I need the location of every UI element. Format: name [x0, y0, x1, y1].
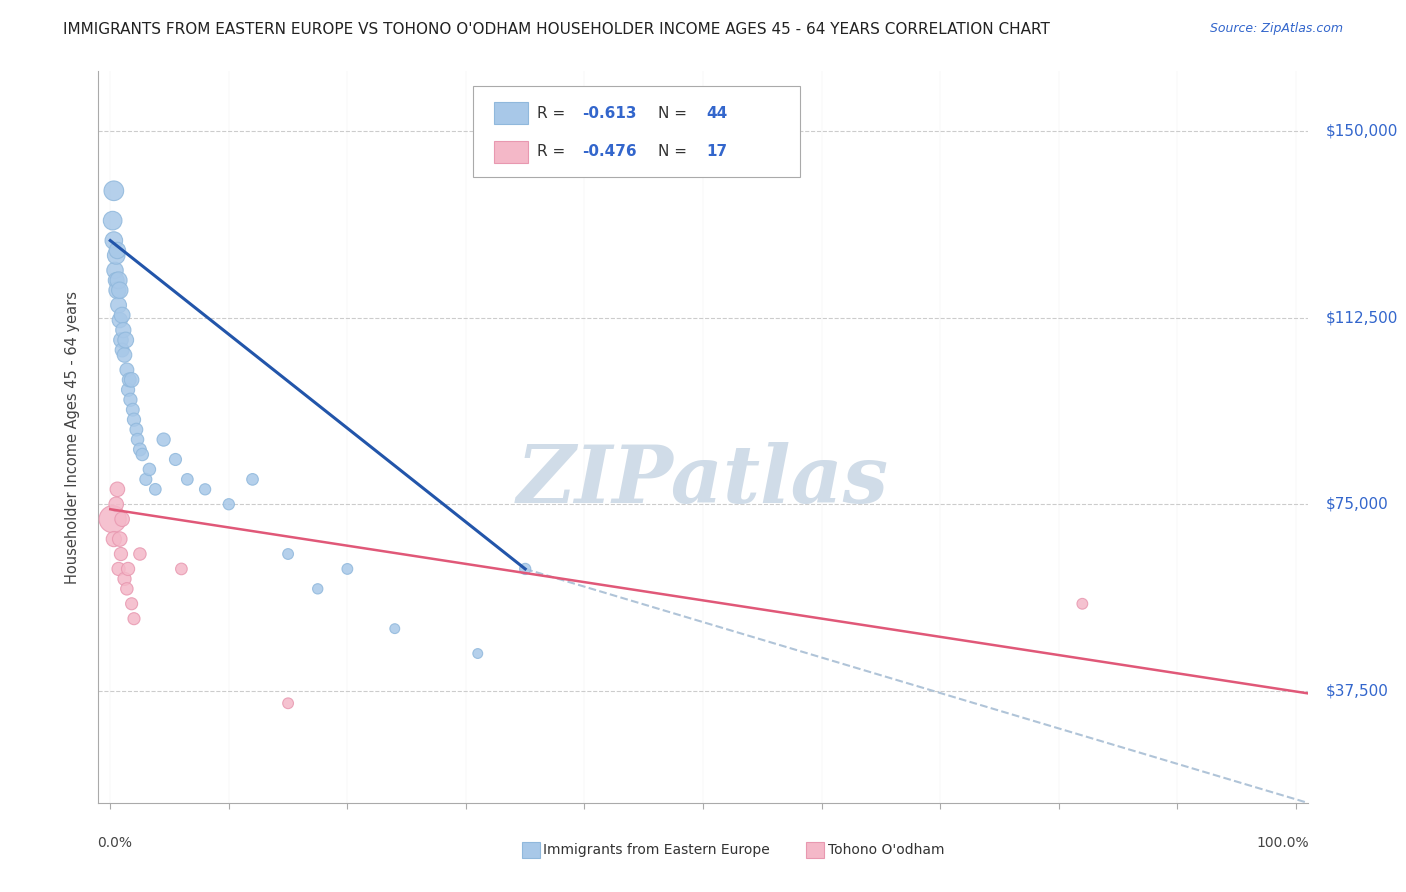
Point: [122, 612, 145, 626]
Y-axis label: Householder Income Ages 45 - 64 years: Householder Income Ages 45 - 64 years: [65, 291, 80, 583]
Text: $37,500: $37,500: [1326, 683, 1389, 698]
Point: [110, 547, 132, 561]
Point: [176, 472, 198, 486]
Point: [108, 532, 131, 546]
Point: [110, 333, 132, 347]
Point: [384, 622, 406, 636]
Point: [105, 283, 128, 297]
Point: [101, 213, 124, 227]
Point: [111, 512, 134, 526]
Text: ZIPatlas: ZIPatlas: [517, 442, 889, 520]
Point: [101, 512, 124, 526]
Bar: [494, 141, 527, 163]
Point: [121, 597, 143, 611]
Point: [112, 323, 135, 337]
Point: [105, 244, 128, 258]
Point: [515, 562, 537, 576]
Text: R =: R =: [537, 145, 571, 160]
Point: [194, 483, 217, 497]
Point: [122, 412, 145, 426]
Point: [307, 582, 329, 596]
Text: N =: N =: [658, 105, 692, 120]
Point: [121, 373, 143, 387]
Text: Immigrants from Eastern Europe: Immigrants from Eastern Europe: [543, 843, 770, 857]
Point: [107, 298, 129, 312]
Point: [104, 263, 127, 277]
Point: [127, 433, 149, 447]
Point: [111, 308, 134, 322]
Text: Source: ZipAtlas.com: Source: ZipAtlas.com: [1209, 22, 1343, 36]
Point: [129, 547, 152, 561]
Text: R =: R =: [537, 105, 571, 120]
Bar: [806, 842, 824, 858]
Point: [129, 442, 152, 457]
Point: [103, 532, 125, 546]
Text: N =: N =: [658, 145, 692, 160]
Point: [277, 696, 299, 710]
Point: [120, 392, 142, 407]
Point: [107, 562, 129, 576]
Point: [103, 184, 125, 198]
Text: 44: 44: [707, 105, 728, 120]
Point: [138, 462, 160, 476]
Text: -0.476: -0.476: [582, 145, 637, 160]
Text: Tohono O'odham: Tohono O'odham: [828, 843, 943, 857]
Text: $112,500: $112,500: [1326, 310, 1398, 326]
Point: [117, 383, 139, 397]
Bar: [494, 102, 527, 124]
Point: [121, 402, 143, 417]
Point: [108, 283, 131, 297]
Text: 0.0%: 0.0%: [97, 836, 132, 850]
Point: [105, 497, 128, 511]
Point: [114, 348, 136, 362]
Text: IMMIGRANTS FROM EASTERN EUROPE VS TOHONO O'ODHAM HOUSEHOLDER INCOME AGES 45 - 64: IMMIGRANTS FROM EASTERN EUROPE VS TOHONO…: [63, 22, 1050, 37]
Point: [467, 647, 489, 661]
Point: [170, 562, 193, 576]
Point: [277, 547, 299, 561]
Point: [218, 497, 240, 511]
Point: [135, 472, 157, 486]
Point: [125, 423, 148, 437]
Point: [115, 582, 138, 596]
Text: 17: 17: [707, 145, 728, 160]
Point: [242, 472, 264, 486]
Point: [152, 433, 174, 447]
Text: 100.0%: 100.0%: [1256, 836, 1309, 850]
Text: $75,000: $75,000: [1326, 497, 1389, 512]
Bar: [522, 842, 540, 858]
Point: [114, 572, 136, 586]
Point: [111, 343, 134, 357]
Point: [105, 248, 128, 262]
Point: [118, 373, 141, 387]
Text: -0.613: -0.613: [582, 105, 637, 120]
Point: [336, 562, 359, 576]
Point: [131, 448, 153, 462]
Point: [117, 562, 139, 576]
Point: [143, 483, 166, 497]
Point: [103, 234, 125, 248]
Point: [115, 363, 138, 377]
Point: [105, 483, 128, 497]
Point: [108, 313, 131, 327]
Text: $150,000: $150,000: [1326, 124, 1398, 138]
Point: [114, 333, 136, 347]
Point: [107, 273, 129, 287]
FancyBboxPatch shape: [474, 86, 800, 178]
Point: [1071, 597, 1094, 611]
Point: [165, 452, 187, 467]
Point: [105, 273, 128, 287]
